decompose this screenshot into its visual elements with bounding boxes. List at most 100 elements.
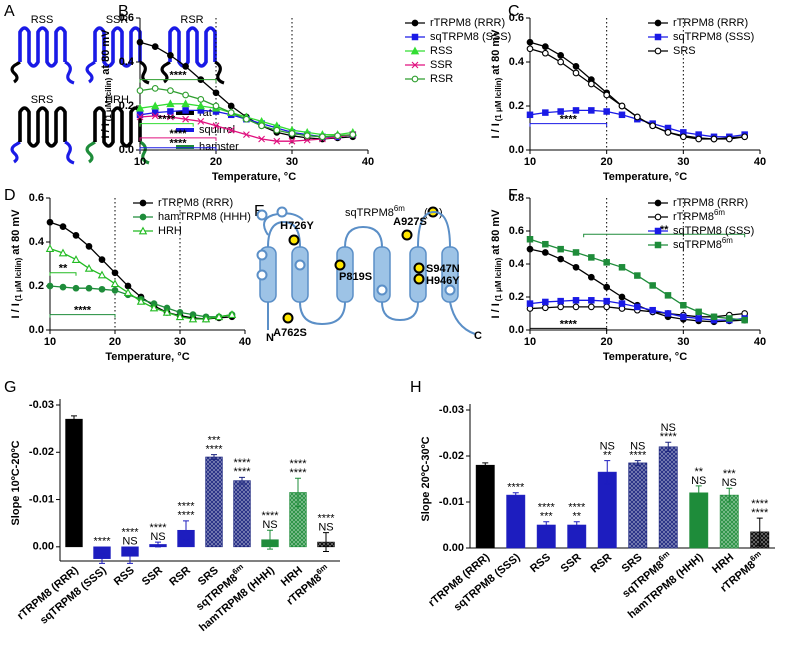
marker [634,272,641,279]
marker [634,303,641,311]
significance-label: **** [169,70,187,82]
x-tick-label: HRH [710,551,736,576]
marker [197,118,205,125]
x-axis-title: Temperature, °C [603,351,687,363]
significance-label: **** [205,444,223,456]
marker [46,282,54,290]
marker [633,113,641,121]
marker [72,232,80,239]
marker [572,249,580,256]
x-tick-label: RSR [167,564,193,588]
significance-label: **** [560,318,578,330]
n-region [263,212,304,236]
marker [654,213,662,221]
y-tick-label: -0.01 [29,493,54,505]
y-tick-label: 0.2 [509,100,524,112]
error-bar [512,492,519,498]
significance-label: **** [660,431,678,443]
significance-label: NS [262,519,277,531]
marker [618,300,626,307]
legend-label-part: RSS [430,45,453,57]
x-tick-label-part: SSR [140,564,165,588]
diagram-title-part: 6m [394,204,405,213]
marker [124,282,132,290]
legend-label: SSR [430,59,453,71]
x-tick-label: 10 [524,336,536,348]
error-bar [543,521,550,529]
marker [136,38,144,46]
marker [182,91,189,99]
y-tick-label: -0.02 [29,446,54,458]
tm-helix [291,246,309,303]
significance-bracket [139,147,217,151]
legend-label: rTRPM8 (RRR) [673,197,748,209]
marker [167,87,174,94]
marker [542,109,549,116]
y-tick-label: 0.6 [509,12,524,24]
marker [151,112,159,120]
legend-label: sqTRPM86m [673,236,733,251]
y-tick-label: 0.4 [509,56,525,68]
y-axis-title: Slope 10ºC-20ºC [10,440,22,525]
marker [603,303,611,311]
bar [475,464,495,549]
mutation-label: H726Y [280,220,314,232]
residue [276,206,288,218]
bar [628,462,648,549]
error-bar [267,529,273,550]
marker [664,310,672,317]
y-axis-title-part: I / I [10,303,22,318]
marker [111,287,119,294]
marker [664,292,672,299]
tm-core [18,106,67,148]
legend-label-part: rTRPM8 (RRR) [158,197,233,209]
significance-label: ** [572,511,581,523]
marker [526,236,534,243]
marker [175,312,185,321]
tm-core [93,26,142,68]
significance-label: NS [600,441,615,453]
error-bar [604,460,611,485]
marker [349,131,357,138]
legend-label-part: RSR [430,73,453,85]
marker [572,107,580,114]
error-bar [482,462,489,468]
c-terminus [139,60,150,85]
mutation-label: A762S [273,327,307,339]
error-bar [155,541,161,548]
marker [557,58,565,66]
x-axis-title: Temperature, °C [212,171,296,183]
marker [725,135,733,143]
marker [98,285,106,293]
marker [84,263,94,272]
marker [618,293,626,301]
marker [649,306,656,314]
marker [136,87,144,94]
y-tick-label: 0.0 [509,144,524,156]
legend-label-part: SRS [673,45,696,57]
marker [695,308,702,316]
marker [618,111,626,119]
x-tick-label: 30 [286,156,298,168]
y-axis-title: I / I (1 μM Icilin) at 80 mV [490,29,503,139]
marker [97,270,107,279]
marker [273,126,281,134]
marker [654,19,662,27]
y-tick-label: 0.8 [509,192,524,204]
marker [188,314,198,323]
marker [212,122,220,130]
marker [166,99,175,108]
significance-label: NS [630,441,645,453]
marker [212,102,220,110]
y-tick-label: -0.01 [439,496,464,508]
significance-label: NS [122,536,137,548]
y-tick-label: -0.03 [29,399,54,411]
mutation-site [401,229,413,241]
marker [411,33,419,41]
y-tick-label: -0.03 [439,404,464,416]
marker [111,269,119,277]
x-tick-label: 30 [677,336,689,348]
legend-label-part: hamTRPM8 (HHH) [158,211,251,223]
